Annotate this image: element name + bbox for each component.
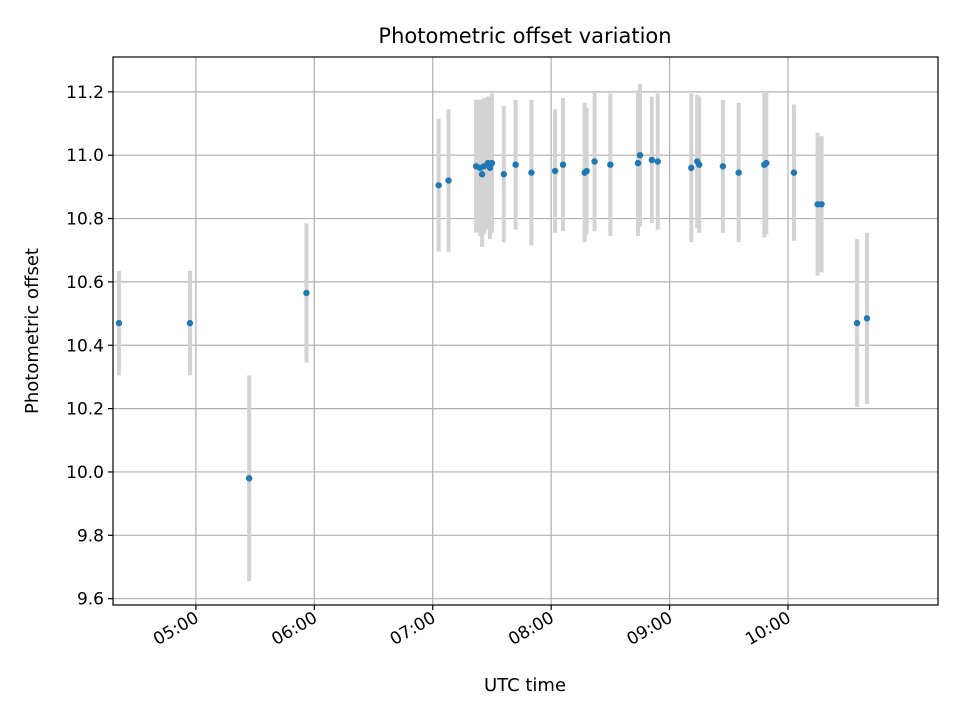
data-point bbox=[636, 151, 644, 159]
data-point bbox=[115, 319, 123, 327]
data-point bbox=[853, 319, 861, 327]
data-point bbox=[551, 167, 559, 175]
data-point bbox=[688, 164, 695, 172]
data-point bbox=[607, 161, 614, 168]
data-point bbox=[478, 171, 486, 178]
data-point bbox=[695, 161, 703, 168]
data-points bbox=[115, 151, 871, 482]
y-axis-title: Photometric offset bbox=[22, 248, 43, 414]
data-point bbox=[583, 167, 590, 175]
data-point bbox=[445, 177, 452, 184]
data-point bbox=[303, 289, 310, 297]
y-tick-label: 10.4 bbox=[66, 336, 104, 356]
y-tick-label: 9.8 bbox=[77, 526, 104, 546]
data-point bbox=[559, 161, 567, 168]
data-point bbox=[591, 158, 598, 165]
chart-title: Photometric offset variation bbox=[378, 24, 671, 48]
y-tick-label: 10.2 bbox=[66, 400, 104, 420]
data-point bbox=[500, 171, 507, 178]
data-point bbox=[654, 158, 661, 165]
data-point bbox=[435, 182, 442, 189]
y-tick-label: 11.0 bbox=[66, 146, 104, 166]
data-point bbox=[488, 159, 496, 167]
x-axis-title: UTC time bbox=[484, 675, 566, 696]
y-axis-ticks: 9.6 9.8 10.0 10.2 10.4 10.6 10.8 11.0 11.2 bbox=[66, 83, 113, 610]
data-point bbox=[719, 163, 727, 170]
data-point bbox=[790, 169, 798, 176]
data-point bbox=[245, 475, 253, 482]
y-tick-label: 9.6 bbox=[77, 590, 104, 610]
data-point bbox=[735, 169, 742, 176]
y-tick-label: 10.6 bbox=[66, 273, 104, 293]
data-point bbox=[863, 315, 871, 322]
data-point bbox=[763, 159, 770, 167]
data-point bbox=[818, 201, 825, 208]
y-tick-label: 10.0 bbox=[66, 463, 104, 483]
y-tick-label: 10.8 bbox=[66, 210, 104, 230]
data-point bbox=[648, 156, 656, 164]
data-point bbox=[512, 161, 519, 168]
data-point bbox=[634, 159, 642, 167]
y-tick-label: 11.2 bbox=[66, 83, 104, 103]
data-point bbox=[528, 169, 535, 176]
data-point bbox=[186, 319, 194, 327]
plot-frame bbox=[112, 56, 939, 606]
